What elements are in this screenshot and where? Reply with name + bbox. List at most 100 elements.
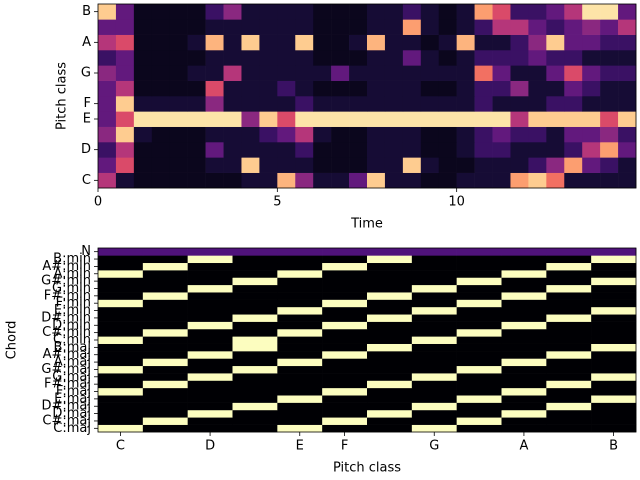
cell [187, 373, 233, 381]
cell [223, 142, 242, 158]
cell [241, 65, 260, 81]
cell [474, 96, 493, 112]
cell [438, 96, 457, 112]
cell [98, 395, 144, 403]
cell [142, 255, 188, 264]
cell [591, 373, 637, 381]
cell [259, 65, 278, 81]
cell [241, 19, 260, 35]
cell [618, 19, 637, 35]
cell [277, 321, 323, 330]
cell [492, 65, 511, 81]
cell [367, 417, 413, 425]
cell [169, 142, 188, 158]
cell [456, 402, 502, 411]
cell [142, 417, 188, 425]
cell [277, 299, 323, 308]
cell [510, 34, 529, 51]
cell [411, 402, 457, 411]
cell [98, 365, 144, 374]
cell [98, 126, 117, 143]
cell [411, 248, 457, 256]
cell [98, 65, 117, 81]
y-tick-label: F [84, 96, 91, 111]
cell [618, 80, 637, 97]
cell [420, 65, 440, 81]
cell [322, 373, 368, 381]
cell [367, 306, 413, 315]
cell [402, 34, 422, 51]
cell [223, 19, 242, 35]
cell [501, 306, 547, 315]
cell [456, 284, 502, 293]
cell [510, 19, 529, 35]
cell [349, 96, 368, 112]
cell [492, 111, 511, 127]
cell [456, 4, 475, 20]
cell [223, 80, 242, 97]
cell [133, 65, 153, 81]
cell [205, 50, 224, 66]
cell [546, 284, 592, 293]
cell [241, 96, 260, 112]
x-tick-label: F [341, 439, 348, 454]
cell [151, 19, 171, 35]
cell [169, 4, 188, 20]
cell [331, 111, 350, 127]
cell [331, 19, 350, 35]
cell [187, 142, 206, 158]
cell [277, 248, 323, 256]
cell [600, 65, 619, 81]
cell [367, 80, 386, 97]
cell [277, 262, 323, 271]
cell [151, 157, 171, 173]
cell [501, 365, 547, 374]
cell [564, 142, 583, 158]
cell [187, 395, 233, 403]
cell [367, 380, 413, 389]
cell [331, 65, 350, 81]
cell [591, 277, 637, 286]
cell [367, 402, 413, 411]
cell [618, 65, 637, 81]
x-tick-label: 10 [448, 195, 465, 210]
cell [438, 126, 457, 143]
cell [313, 111, 332, 127]
cell [295, 4, 314, 20]
cell [367, 172, 386, 189]
cell [98, 96, 117, 112]
cell [277, 365, 323, 374]
cell [349, 142, 368, 158]
cell [295, 80, 314, 97]
cell [564, 19, 583, 35]
cell [232, 402, 278, 411]
cell [205, 172, 224, 189]
cell [232, 417, 278, 425]
cell [501, 417, 547, 425]
cell [187, 262, 233, 271]
cell [546, 172, 565, 189]
cell [241, 50, 260, 66]
cell [474, 142, 493, 158]
cell [331, 34, 350, 51]
cell [474, 172, 493, 189]
cell [367, 387, 413, 396]
cell [438, 4, 457, 20]
cell [98, 336, 144, 344]
cell [232, 409, 278, 418]
cell [456, 292, 502, 300]
cell [402, 4, 422, 20]
cell [438, 50, 457, 66]
cell [456, 387, 502, 396]
cell [277, 424, 323, 433]
cell [223, 65, 242, 81]
x-tick-label: C [116, 439, 125, 454]
cell [98, 380, 144, 389]
cell [501, 351, 547, 359]
cell [349, 126, 368, 143]
y-tick-label: B:maj [53, 340, 91, 355]
cell [367, 19, 386, 35]
cell [456, 65, 475, 81]
cell [591, 270, 637, 278]
cell [277, 126, 296, 143]
